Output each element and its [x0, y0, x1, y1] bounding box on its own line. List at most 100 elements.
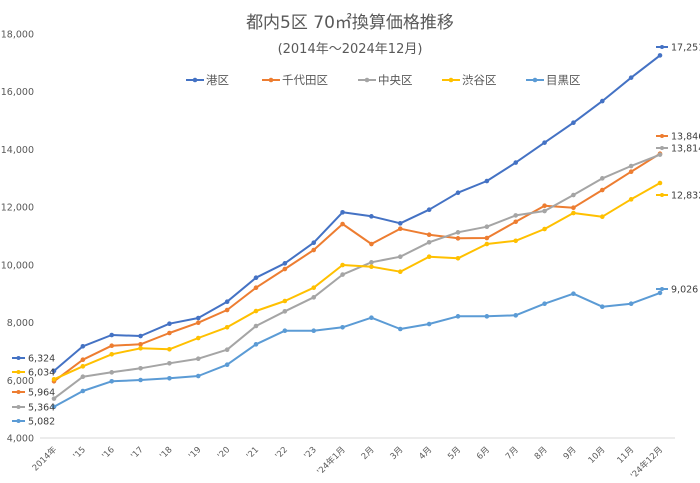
data-point — [397, 254, 403, 260]
data-point — [253, 275, 259, 281]
data-point — [397, 226, 403, 232]
data-point — [369, 260, 374, 265]
y-tick-label: 4,000 — [7, 434, 34, 445]
data-point — [282, 261, 288, 266]
data-point — [599, 176, 605, 181]
y-tick-label: 12,000 — [1, 203, 34, 214]
data-point — [484, 224, 490, 230]
label-key-marker-icon — [660, 134, 664, 138]
legend: 港区 千代田区 中央区 渋谷区 目黒区 — [186, 73, 581, 87]
data-point — [167, 375, 172, 381]
data-point — [340, 325, 345, 330]
series-港区 — [51, 53, 663, 374]
x-tick-label: '24年1月 — [315, 444, 348, 477]
data-label-text: 5,964 — [28, 388, 55, 399]
x-tick-label: 10月 — [587, 445, 608, 466]
data-point — [599, 187, 605, 193]
data-point — [369, 241, 374, 247]
legend-item: 渋谷区 — [442, 73, 497, 87]
y-tick-label: 6,000 — [7, 376, 34, 387]
data-point — [571, 205, 576, 210]
legend-item: 千代田区 — [262, 73, 328, 87]
data-point — [340, 221, 345, 227]
legend-marker-icon — [364, 77, 370, 83]
data-point — [311, 240, 317, 246]
data-point — [426, 254, 432, 260]
data-point — [282, 266, 288, 272]
data-point — [51, 404, 57, 410]
data-point — [138, 366, 143, 371]
legend-marker-icon — [192, 77, 198, 83]
legend-marker-icon — [448, 77, 454, 83]
data-point — [657, 290, 663, 296]
data-point — [253, 323, 259, 329]
legend-item: 中央区 — [358, 73, 413, 87]
x-tick-label: '23 — [302, 445, 318, 461]
data-point — [195, 320, 201, 326]
legend-label: 港区 — [206, 73, 229, 87]
x-tick-label: '21 — [245, 445, 261, 461]
legend-item: 港区 — [186, 73, 229, 87]
data-point — [484, 178, 490, 184]
data-point — [542, 226, 547, 232]
data-point — [167, 347, 172, 352]
data-point — [571, 291, 576, 297]
data-point — [109, 370, 115, 375]
legend-marker-icon — [268, 77, 274, 83]
data-point — [513, 238, 519, 244]
x-axis: 2014年 '15 '16 '17 '18 '19 '20 '21 '22 '23'24年1月 2月… — [30, 437, 675, 481]
data-label-text: 6,324 — [28, 354, 55, 365]
data-point — [455, 230, 461, 235]
data-point — [571, 120, 576, 126]
data-point — [311, 285, 317, 291]
data-point — [282, 309, 288, 314]
data-point — [340, 262, 345, 268]
data-point — [513, 213, 519, 218]
data-point — [138, 377, 143, 383]
label-key-marker-icon — [660, 146, 664, 150]
start-data-label: 6,034 — [12, 368, 55, 379]
data-point — [628, 75, 634, 80]
data-point — [224, 325, 230, 330]
data-point — [542, 208, 547, 214]
series-group — [51, 53, 663, 410]
label-key-marker-icon — [16, 356, 21, 360]
data-point — [657, 53, 663, 58]
end-data-label: 13,814 — [656, 144, 700, 155]
data-point — [657, 152, 663, 157]
data-point — [167, 330, 172, 336]
chart-subtitle: (2014年～2024年12月) — [278, 42, 423, 57]
data-point — [80, 364, 86, 369]
series-line — [53, 291, 661, 408]
data-point — [195, 315, 201, 321]
data-point — [253, 342, 259, 347]
start-data-label: 6,324 — [12, 354, 55, 365]
data-point — [195, 373, 201, 379]
data-point — [628, 301, 634, 307]
data-point — [455, 236, 461, 241]
x-tick-label: '18 — [158, 445, 174, 461]
x-tick-label: 11月 — [616, 445, 637, 466]
label-key-marker-icon — [660, 45, 664, 49]
data-point — [397, 326, 403, 332]
y-tick-label: 8,000 — [7, 318, 34, 329]
data-point — [167, 361, 172, 366]
data-label-text: 5,082 — [28, 417, 55, 428]
legend-item: 目黒区 — [526, 73, 581, 87]
data-point — [455, 256, 461, 261]
x-tick-label: '19 — [187, 445, 203, 461]
legend-label: 千代田区 — [282, 73, 328, 87]
data-point — [628, 197, 634, 202]
y-axis: 4,000 6,000 8,000 10,000 12,000 14,000 16,000 1… — [1, 29, 34, 444]
data-point — [109, 343, 115, 348]
data-point — [80, 357, 86, 363]
start-data-label: 5,364 — [12, 403, 55, 414]
end-data-label: 12,832 — [656, 191, 700, 202]
data-point — [369, 315, 374, 320]
x-tick-label: 2月 — [360, 445, 377, 462]
series-line — [53, 153, 661, 400]
series-渋谷区 — [51, 180, 663, 382]
data-point — [628, 163, 634, 169]
data-point — [571, 192, 576, 198]
